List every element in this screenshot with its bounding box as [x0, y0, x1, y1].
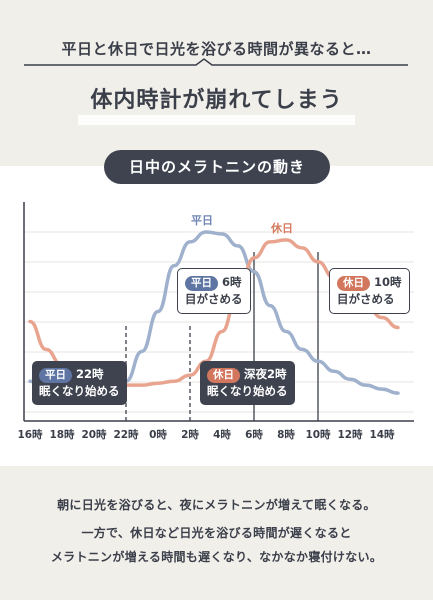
callout-weekday-wake: 平日 6時 目がさめる — [177, 268, 251, 314]
tag-weekday: 平日 — [185, 276, 218, 291]
explanation-line-3: メラトニンが増える時間も遅くなり、なかなか寝付けない。 — [50, 550, 383, 564]
explanation-line-2: 一方で、休日など日光を浴びる時間が遅くなると — [81, 526, 352, 540]
callout-holiday-wake: 休日 10時 目がさめる — [329, 268, 410, 314]
callout-text: 眠くなり始める — [207, 384, 288, 398]
x-tick-label: 2時 — [181, 428, 199, 441]
page-title: 体内時計が崩れてしまう — [90, 88, 343, 113]
x-tick-label: 10時 — [305, 428, 331, 441]
callout-text: 目がさめる — [185, 292, 243, 306]
x-tick-label: 14時 — [369, 428, 395, 441]
callout-time: 6時 — [222, 275, 242, 289]
x-tick-label: 8時 — [277, 428, 295, 441]
section-title-pill: 日中のメラトニンの動き — [104, 150, 330, 184]
x-tick-label: 22時 — [113, 428, 139, 441]
tag-holiday: 休日 — [337, 276, 370, 291]
x-tick-label: 16時 — [17, 428, 43, 441]
callout-holiday-sleep: 休日 深夜2時 眠くなり始める — [200, 361, 295, 405]
x-tick-label: 18時 — [49, 428, 75, 441]
callout-time: 22時 — [76, 367, 104, 381]
x-tick-label: 4時 — [213, 428, 231, 441]
heading-area: 平日と休日で日光を浴びる時間が異なると… 体内時計が崩れてしまう — [0, 0, 433, 150]
x-tick-label: 0時 — [149, 428, 167, 441]
x-tick-label: 12時 — [337, 428, 363, 441]
callout-time: 深夜2時 — [244, 367, 287, 381]
callout-text: 目がさめる — [337, 292, 395, 306]
subtitle-underline — [24, 58, 408, 66]
series-label-平日: 平日 — [191, 214, 213, 227]
x-tick-label: 20時 — [81, 428, 107, 441]
callout-weekday-sleep: 平日 22時 眠くなり始める — [32, 361, 127, 405]
callout-text: 眠くなり始める — [39, 384, 120, 398]
title-highlight — [78, 115, 355, 125]
tag-holiday: 休日 — [207, 368, 240, 383]
x-tick-label: 6時 — [245, 428, 263, 441]
tag-weekday: 平日 — [39, 368, 72, 383]
series-label-休日: 休日 — [270, 221, 293, 235]
explanation-line-1: 朝に日光を浴びると、夜にメラトニンが増えて眠くなる。 — [57, 498, 376, 512]
chart-panel — [0, 166, 433, 466]
subtitle: 平日と休日で日光を浴びる時間が異なると… — [61, 40, 372, 58]
callout-time: 10時 — [374, 275, 402, 289]
